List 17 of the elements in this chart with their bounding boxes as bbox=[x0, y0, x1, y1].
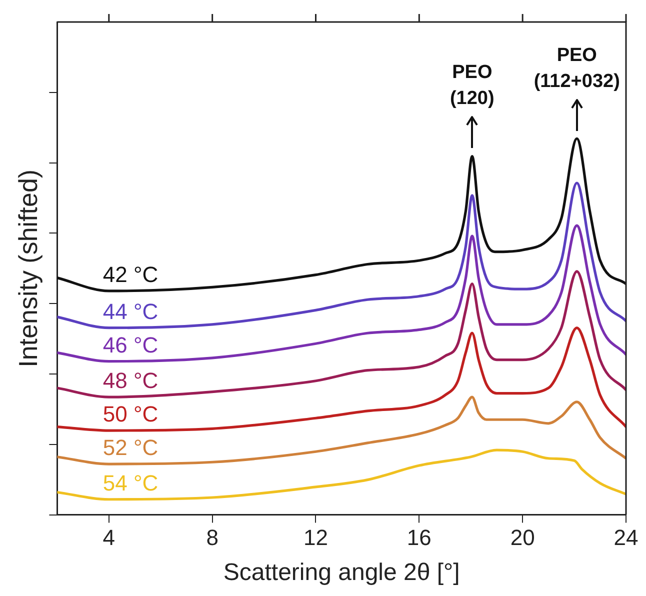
x-tick-label: 24 bbox=[614, 525, 638, 550]
series-label: 54 °C bbox=[102, 470, 158, 496]
series-label: 42 °C bbox=[102, 262, 158, 288]
x-tick-label: 8 bbox=[206, 525, 218, 550]
series-label: 48 °C bbox=[102, 368, 158, 394]
x-axis-title: Scattering angle 2θ [°] bbox=[223, 559, 460, 586]
series-label: 50 °C bbox=[102, 402, 158, 427]
x-tick-label: 12 bbox=[304, 525, 328, 550]
annotation: PEO (112+032) bbox=[532, 44, 621, 94]
series-label: 46 °C bbox=[102, 332, 158, 358]
series-label: 52 °C bbox=[102, 435, 158, 460]
x-tick-label: 16 bbox=[406, 525, 432, 550]
series-label: 44 °C bbox=[102, 298, 158, 324]
annotation: PEO (120) bbox=[448, 61, 496, 112]
x-tick-label: 20 bbox=[510, 525, 535, 550]
x-tick-label: 4 bbox=[102, 525, 116, 550]
y-axis-title: Intensity (shifted) bbox=[12, 169, 43, 368]
